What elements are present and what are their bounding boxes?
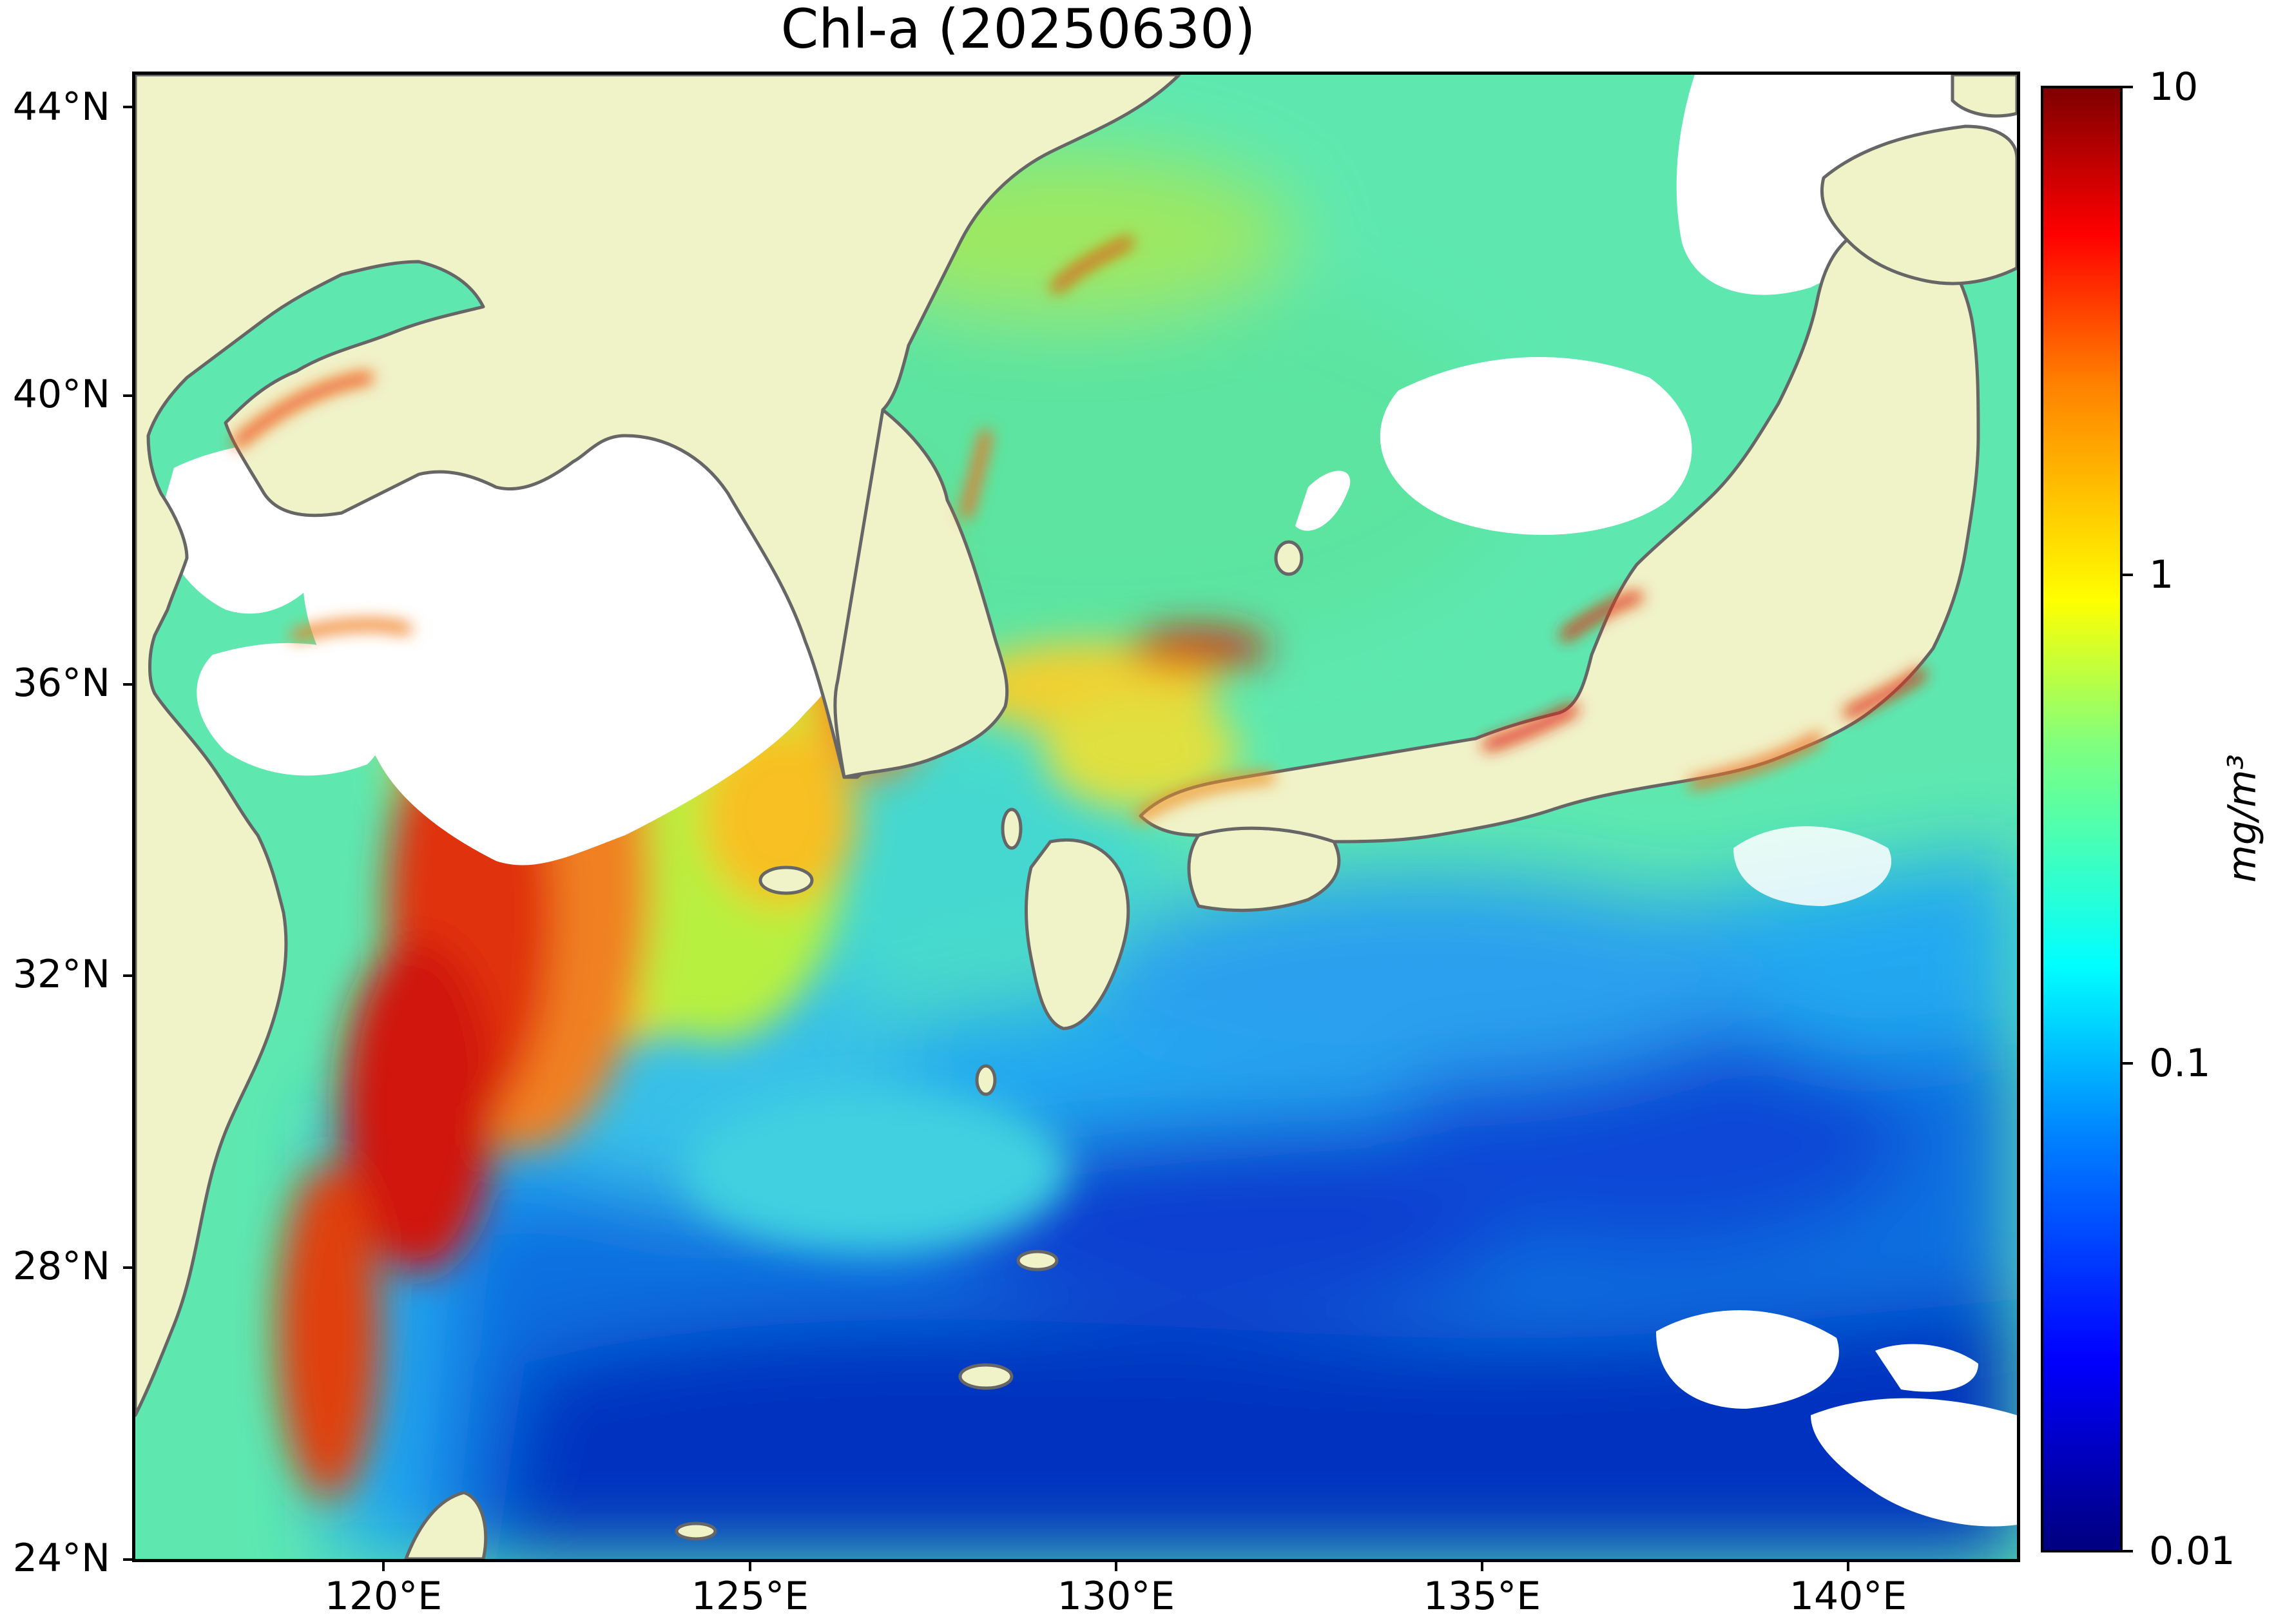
lat-tick [123, 683, 132, 686]
lon-tick [749, 1562, 751, 1571]
lat-tick-label: 32°N [12, 952, 110, 997]
colorbar [2041, 86, 2123, 1552]
lat-tick [123, 1266, 132, 1269]
lat-tick [123, 394, 132, 397]
ryukyu-island [1016, 1250, 1059, 1271]
ryukyu-island [675, 1522, 717, 1541]
lon-tick [382, 1562, 385, 1571]
lat-tick [123, 974, 132, 977]
lon-tick [1115, 1562, 1117, 1571]
kyushu [1025, 838, 1130, 1030]
coastal-high-chl [233, 237, 1926, 822]
lat-tick [123, 106, 132, 108]
colorbar-tick-label: 1 [2149, 552, 2174, 597]
land [135, 75, 2017, 1559]
lat-tick [123, 1558, 132, 1561]
colorbar-tick [2123, 1062, 2133, 1065]
honshu [1139, 225, 1980, 844]
lat-tick-label: 24°N [12, 1536, 110, 1581]
colorbar-tick-label: 0.01 [2149, 1529, 2235, 1574]
colorbar-tick [2123, 1550, 2133, 1552]
lon-tick-label: 135°E [1423, 1574, 1541, 1619]
hokkaido [1820, 124, 2017, 285]
colorbar-tick-label: 0.1 [2149, 1041, 2211, 1086]
korean-peninsula [833, 408, 1009, 779]
map-panel [132, 72, 2020, 1562]
colorbar-unit-label: mg/m³ [2220, 754, 2265, 883]
lat-tick-label: 36°N [12, 661, 110, 706]
ulleung-island [1274, 540, 1304, 576]
lon-tick-label: 120°E [324, 1574, 443, 1619]
jeju-island [758, 865, 814, 895]
colorbar-tick [2123, 86, 2133, 88]
lat-tick-label: 28°N [12, 1244, 110, 1289]
lon-tick [1481, 1562, 1483, 1571]
lat-tick-label: 44°N [12, 84, 110, 130]
lon-tick-label: 140°E [1789, 1574, 1907, 1619]
taiwan [404, 1491, 488, 1559]
lon-tick-label: 130°E [1057, 1574, 1175, 1619]
ryukyu-island [958, 1363, 1014, 1390]
lat-tick-label: 40°N [12, 372, 110, 417]
colorbar-tick [2123, 574, 2133, 576]
colorbar-tick-label: 10 [2149, 64, 2199, 110]
lon-tick [1847, 1562, 1849, 1571]
lon-tick-label: 125°E [691, 1574, 809, 1619]
chlorophyll-map [135, 75, 2017, 1559]
map-title: Chl-a (20250630) [780, 0, 1256, 61]
